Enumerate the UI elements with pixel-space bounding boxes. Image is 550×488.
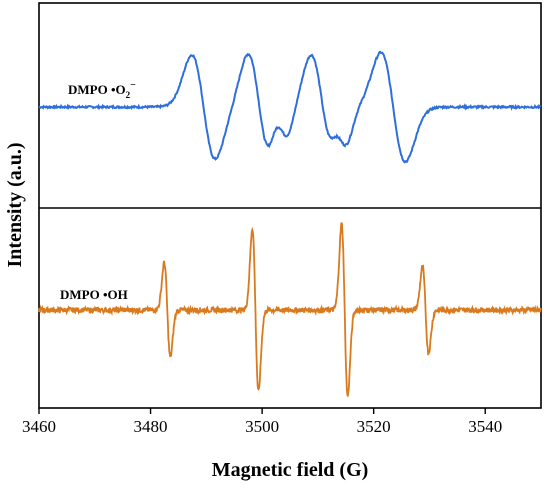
- x-axis-title: Magnetic field (G): [212, 459, 369, 481]
- spectra-group: [38, 50, 542, 397]
- series-line-dmpo-oh: [38, 222, 542, 397]
- x-tick-label: 3480: [134, 417, 168, 436]
- x-tick-label: 3460: [22, 417, 56, 436]
- series-label-dmpo-o2: DMPO •O2−: [68, 80, 136, 100]
- x-tick-label: 3540: [468, 417, 502, 436]
- series-label-dmpo-oh: DMPO •OH: [60, 287, 128, 302]
- x-axis-ticks: 3460 3480 3500 3520 3540: [22, 408, 502, 436]
- y-axis-title: Intensity (a.u.): [4, 142, 26, 267]
- plot-frame: [38, 2, 542, 409]
- series-line-dmpo-o2: [38, 50, 542, 164]
- x-tick-label: 3520: [357, 417, 391, 436]
- x-tick-label: 3500: [245, 417, 279, 436]
